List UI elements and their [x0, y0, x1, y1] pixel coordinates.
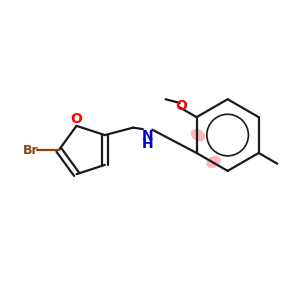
Text: O: O [70, 112, 83, 126]
Ellipse shape [191, 129, 206, 141]
Text: Br: Br [23, 143, 39, 157]
Text: H: H [141, 137, 153, 151]
Ellipse shape [206, 156, 221, 168]
Text: O: O [175, 99, 187, 113]
Text: N: N [141, 129, 153, 143]
